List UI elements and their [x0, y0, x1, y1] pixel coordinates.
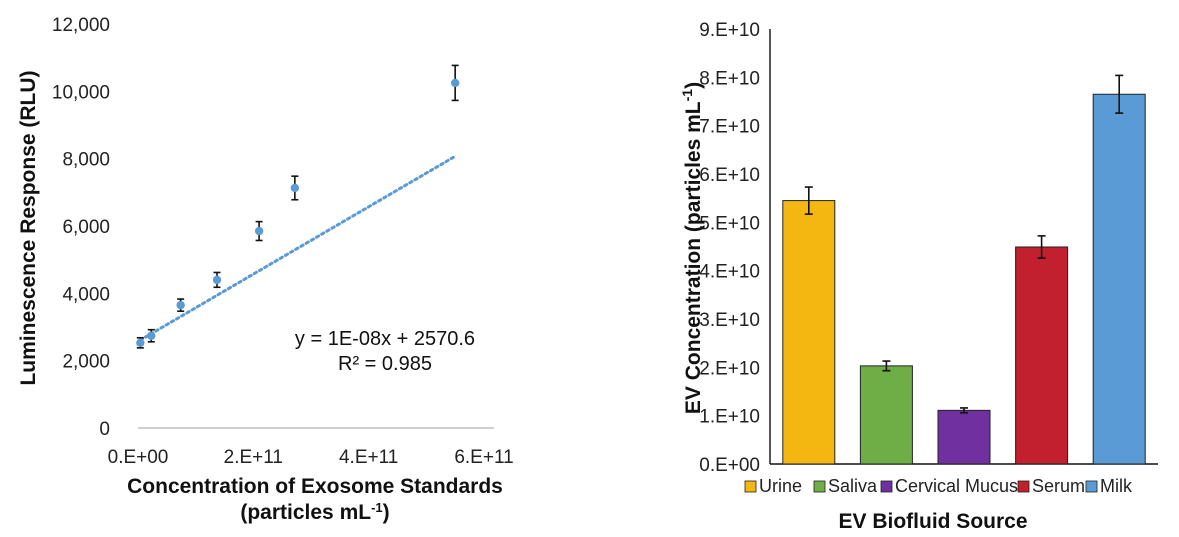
bar-milk — [1092, 93, 1146, 465]
right-y-axis-title-close: ) — [682, 82, 705, 89]
left-y-axis-title: Luminescence Response (RLU) — [17, 70, 40, 385]
legend-swatch — [880, 480, 893, 493]
left-x-tick-labels: 0.E+00 2.E+11 4.E+11 6.E+11 — [108, 447, 514, 468]
data-point — [450, 78, 460, 88]
left-x-axis-title-unit: (particles mL — [240, 501, 371, 524]
legend-swatch — [813, 480, 826, 493]
legend-swatch — [1085, 480, 1098, 493]
bar-serum — [1015, 246, 1069, 465]
left-y-tick-label: 10,000 — [52, 82, 110, 103]
right-y-tick-label: 2.E+10 — [699, 358, 760, 379]
data-point — [176, 300, 185, 310]
left-x-tick-label: 6.E+11 — [454, 447, 513, 468]
data-points — [136, 64, 460, 349]
right-y-tick-label: 1.E+10 — [699, 407, 760, 428]
legend-label: Milk — [1100, 476, 1133, 496]
legend-swatch — [1017, 480, 1030, 493]
legend-swatch — [744, 480, 757, 493]
trendline — [138, 154, 457, 342]
left-x-axis-title-close: ) — [383, 501, 390, 524]
data-point — [212, 275, 222, 285]
bar-cervical-mucus — [937, 409, 991, 465]
legend-label: Saliva — [828, 476, 878, 496]
right-y-tick-label: 4.E+10 — [699, 262, 760, 283]
right-y-tick-label: 6.E+10 — [699, 165, 760, 186]
legend-label: Cervical Mucus — [895, 476, 1018, 496]
legend-label: Urine — [759, 476, 802, 496]
data-point — [136, 338, 145, 348]
legend: Urine Saliva Cervical Mucus Serum Milk — [744, 476, 1133, 496]
left-y-tick-labels: 0 2,000 4,000 6,000 8,000 10,000 12,000 — [52, 15, 110, 440]
right-y-tick-label: 5.E+10 — [699, 213, 760, 234]
right-y-tick-label: 9.E+10 — [699, 20, 760, 41]
bar-saliva — [859, 365, 913, 465]
data-point — [254, 226, 264, 236]
r-squared: R² = 0.985 — [338, 353, 432, 375]
right-x-axis-title: EV Biofluid Source — [838, 510, 1027, 533]
left-y-tick-label: 8,000 — [62, 150, 110, 171]
right-y-axis-title-sup: -1 — [679, 89, 695, 102]
left-y-tick-label: 12,000 — [52, 15, 110, 36]
left-x-axis-title-line2: (particles mL-1) — [240, 500, 389, 525]
left-y-tick-label: 6,000 — [62, 217, 110, 238]
right-y-axis-title-main: EV Concentration (particles mL — [682, 101, 705, 414]
data-point — [147, 331, 156, 340]
left-y-tick-label: 2,000 — [62, 352, 110, 373]
biofluid-bar-chart: 0.E+00 1.E+10 2.E+10 3.E+10 4.E+10 5.E+10 6.E+… — [679, 20, 1158, 533]
bar-urine — [782, 200, 836, 465]
left-x-axis-title-sup: -1 — [371, 500, 383, 515]
left-x-tick-label: 0.E+00 — [108, 447, 169, 468]
right-y-tick-label: 8.E+10 — [699, 68, 760, 89]
trendline-equation: y = 1E-08x + 2570.6 — [295, 328, 475, 350]
right-y-axis-title: EV Concentration (particles mL-1) — [679, 82, 705, 414]
left-y-tick-label: 0 — [99, 419, 110, 440]
right-y-tick-label: 3.E+10 — [699, 310, 760, 331]
bars — [782, 74, 1146, 465]
right-y-tick-label: 0.E+00 — [699, 455, 760, 476]
left-x-tick-label: 2.E+11 — [224, 447, 283, 468]
left-x-tick-label: 4.E+11 — [339, 447, 398, 468]
data-point — [290, 183, 300, 193]
left-x-axis-title-line1: Concentration of Exosome Standards — [127, 475, 503, 498]
right-y-tick-label: 7.E+10 — [699, 117, 760, 138]
left-y-tick-label: 4,000 — [62, 284, 110, 305]
right-y-tick-labels: 0.E+00 1.E+10 2.E+10 3.E+10 4.E+10 5.E+10 6.E+… — [699, 20, 760, 476]
calibration-chart: 0 2,000 4,000 6,000 8,000 10,000 12,000 0.E+00… — [17, 15, 514, 524]
legend-label: Serum — [1032, 476, 1085, 496]
trendline-group — [138, 154, 457, 342]
